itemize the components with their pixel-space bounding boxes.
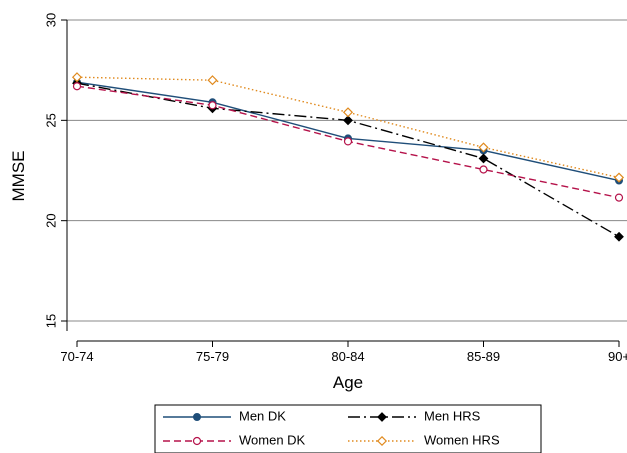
legend-item: Women DK xyxy=(163,432,306,447)
data-point xyxy=(614,193,624,202)
x-tick-label: 70-74 xyxy=(60,349,93,364)
x-tick-label: 90+ xyxy=(608,349,627,364)
series-women-dk xyxy=(72,82,624,202)
data-point xyxy=(342,107,354,118)
legend-item: Women HRS xyxy=(348,432,500,447)
y-tick-label: 25 xyxy=(43,113,58,127)
legend-marker xyxy=(376,435,388,447)
grid-lines xyxy=(67,19,627,322)
series-layer xyxy=(71,72,625,242)
data-point xyxy=(478,142,489,153)
legend-label: Men HRS xyxy=(424,408,481,423)
data-point xyxy=(207,75,218,86)
series-line xyxy=(76,76,620,179)
y-tick-label: 20 xyxy=(43,213,58,227)
y-axis-ticks: 15 20 25 30 xyxy=(43,13,67,328)
legend-items: Men DK Men HRS Women DK Women HRS xyxy=(163,408,500,447)
legend-item: Men DK xyxy=(163,408,286,423)
data-point xyxy=(613,172,625,183)
legend-label: Women HRS xyxy=(424,432,500,447)
x-tick-label: 85-89 xyxy=(467,349,500,364)
y-axis-title: MMSE xyxy=(9,151,28,202)
legend-label: Women DK xyxy=(239,432,306,447)
series-men-dk xyxy=(73,78,623,185)
legend-box xyxy=(154,404,542,453)
series-women-hrs xyxy=(71,72,625,183)
y-tick-label: 15 xyxy=(43,314,58,328)
x-tick-label: 80-84 xyxy=(331,349,364,364)
legend-label: Men DK xyxy=(239,408,286,423)
data-point xyxy=(478,153,489,164)
legend-marker xyxy=(377,412,387,422)
y-tick-label: 30 xyxy=(43,13,58,27)
data-point xyxy=(71,72,83,83)
legend-marker xyxy=(193,413,201,421)
x-axis-title: Age xyxy=(333,373,363,392)
data-point xyxy=(614,231,624,242)
data-point xyxy=(343,137,353,146)
legend-item: Men HRS xyxy=(348,408,481,423)
legend-marker xyxy=(192,436,202,446)
data-point xyxy=(208,101,217,110)
series-line xyxy=(76,82,620,238)
x-tick-label: 75-79 xyxy=(196,349,229,364)
data-point xyxy=(343,115,353,126)
x-axis-ticks: 70-74 75-79 80-84 85-89 90+ xyxy=(60,341,627,364)
data-point xyxy=(72,82,82,91)
data-point xyxy=(479,165,488,174)
legend: Men DK Men HRS Women DK Women HRS xyxy=(154,404,542,453)
